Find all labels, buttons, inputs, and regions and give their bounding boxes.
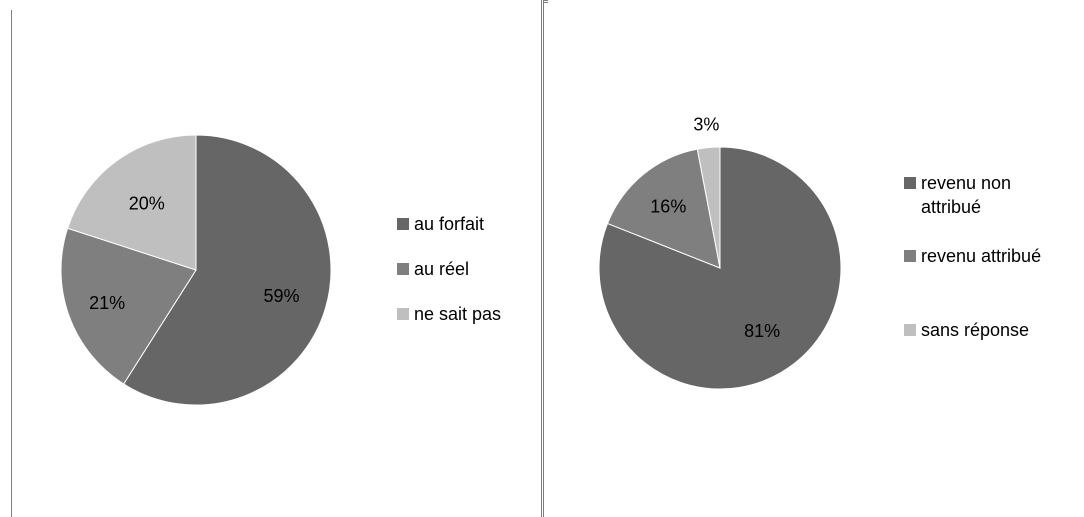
left-border	[11, 10, 12, 517]
legend-swatch	[397, 308, 409, 320]
legend-swatch	[397, 218, 409, 230]
pie-slice	[606, 148, 721, 269]
legend-swatch	[904, 324, 916, 336]
data-label: 81%	[744, 321, 780, 341]
legend-item: ne sait pas	[397, 302, 501, 326]
legend-item: revenu non attribué	[904, 171, 1051, 219]
pie-chart-left: 59% 21% 20%	[60, 134, 332, 406]
legend-label: au forfait	[414, 214, 485, 234]
legend-item: revenu attribué	[904, 244, 1041, 268]
pie-chart-right: 81% 16% 3%	[598, 114, 842, 390]
legend-label: revenu non attribué	[921, 173, 1012, 217]
pie-slice	[60, 227, 197, 385]
chart-panel-left: 59% 21% 20% au forfait au réel ne sait pas	[11, 0, 544, 517]
pie-slice	[66, 134, 197, 271]
data-label: 20%	[129, 193, 165, 213]
legend-label: au réel	[414, 259, 470, 279]
legend-label: sans réponse	[921, 320, 1030, 340]
legend-item: sans réponse	[904, 318, 1029, 342]
data-label: 3%	[693, 114, 719, 134]
legend-label: ne sait pas	[414, 304, 502, 324]
legend-item: au forfait	[397, 212, 484, 236]
pie-slice	[122, 134, 332, 406]
data-label: 16%	[650, 197, 686, 217]
legend-item: au réel	[397, 257, 469, 281]
pie-slice	[696, 146, 721, 269]
chart-panel-right: 81% 16% 3% revenu non attribué revenu attr…	[548, 0, 1084, 517]
legend-label: revenu attribué	[921, 246, 1042, 266]
legend-swatch	[397, 263, 409, 275]
legend-swatch	[904, 177, 916, 189]
legend-swatch	[904, 250, 916, 262]
data-label: 59%	[264, 286, 300, 306]
data-label: 21%	[89, 293, 125, 313]
